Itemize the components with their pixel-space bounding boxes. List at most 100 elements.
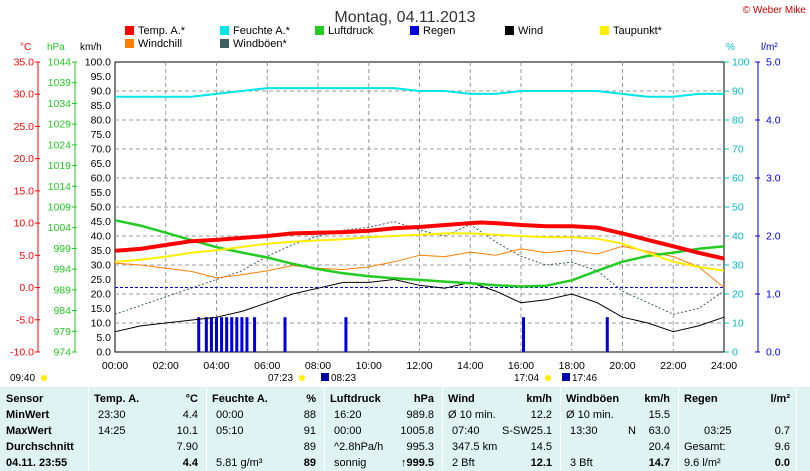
temp-tick-label: 10.0 xyxy=(14,218,35,230)
feuchte-max: 91 xyxy=(303,425,316,437)
rain-bar xyxy=(344,317,348,352)
rain-bar xyxy=(209,317,213,352)
wind-min: 12.2 xyxy=(530,409,552,421)
temp-tick-label: -5.0 xyxy=(16,314,34,326)
rain-unit-label: l/m² xyxy=(761,42,778,53)
series-windb-en xyxy=(114,221,725,315)
wind-tick-label: 5.0 xyxy=(96,332,111,344)
temp-tick-label: 0.0 xyxy=(19,282,34,294)
regen-max-time: 03:25 xyxy=(704,425,732,437)
wind-tick-label: 100.0 xyxy=(85,57,111,69)
wind-distance: 347.5 km xyxy=(452,441,498,453)
windboen-max-dir: N xyxy=(628,425,636,437)
wind-tick-label: 35.0 xyxy=(91,245,112,257)
luftdruck-avg: 995.3 xyxy=(406,441,434,453)
pressure-tick-label: 1034 xyxy=(48,98,72,110)
regen-unit: l/m² xyxy=(770,393,790,405)
feuchte-extra: 5.81 g/m³ xyxy=(216,457,263,469)
series-windchill xyxy=(114,245,725,288)
pressure-tick-label: 1039 xyxy=(48,77,72,89)
rain-bar xyxy=(197,317,201,352)
luftdruck-max: 1005.8 xyxy=(400,425,434,437)
humidity-tick-label: 20 xyxy=(732,289,744,301)
rain-tick-label: 5.0 xyxy=(766,57,781,69)
series-luftdruck xyxy=(114,219,725,288)
pressure-tick-label: 989 xyxy=(53,284,71,296)
feuchte-min: 88 xyxy=(303,409,316,421)
x-tick-label: 02:00 xyxy=(153,360,179,372)
luftdruck-current: ↑999.5 xyxy=(400,457,434,469)
x-tick-label: 00:00 xyxy=(102,360,128,372)
legend-label: Temp. A.* xyxy=(138,25,186,37)
wind-tick-label: 10.0 xyxy=(91,318,112,330)
left-time-label: 09:40 xyxy=(10,373,35,384)
temp-tick-label: 35.0 xyxy=(14,57,35,69)
hpa-unit-label: hPa xyxy=(47,42,65,53)
rain-bar xyxy=(215,317,218,352)
pressure-tick-label: 1029 xyxy=(48,119,72,131)
rain-bar xyxy=(230,317,234,352)
temp-tick-label: 5.0 xyxy=(19,250,34,262)
windboen-max: 63.0 xyxy=(648,425,670,437)
moonrise-icon xyxy=(321,373,329,381)
rain-bar xyxy=(240,317,244,352)
rain-bar xyxy=(225,317,229,352)
windboen-min: 15.5 xyxy=(648,409,670,421)
pct-unit-label: % xyxy=(726,42,735,53)
axis-units: °C hPa km/h % l/m² xyxy=(20,42,778,53)
temp-min: 4.4 xyxy=(182,409,198,421)
rain-tick-label: 4.0 xyxy=(766,115,781,127)
regen-sum: 9.6 l/m² xyxy=(684,457,721,469)
temp-min-time: 23:30 xyxy=(98,409,126,421)
humidity-tick-label: 0 xyxy=(732,347,738,359)
windboen-header: Windböen xyxy=(566,393,620,405)
wind-tick-label: 40.0 xyxy=(91,231,112,243)
windboen-unit: km/h xyxy=(644,393,670,405)
pressure-tick-label: 974 xyxy=(53,347,71,359)
legend-swatch xyxy=(600,26,609,35)
wind-current: 12.1 xyxy=(530,457,552,469)
pressure-tick-label: 1019 xyxy=(48,160,72,172)
regen-total: 9.6 xyxy=(774,441,790,453)
temp-unit-label: °C xyxy=(20,42,31,53)
legend-swatch xyxy=(220,26,229,35)
feuchte-avg: 89 xyxy=(303,441,316,453)
wind-tick-label: 85.0 xyxy=(91,100,112,112)
wind-tick-label: 70.0 xyxy=(91,144,112,156)
humidity-tick-label: 80 xyxy=(732,115,744,127)
luftdruck-min-time: 16:20 xyxy=(334,409,362,421)
temp-unit: °C xyxy=(185,393,198,405)
row-max-label: MaxWert xyxy=(6,425,52,437)
wind-tick-label: 15.0 xyxy=(91,303,112,315)
x-tick-label: 08:00 xyxy=(305,360,331,372)
wind-avg: 14.5 xyxy=(530,441,552,453)
temp-tick-label: 25.0 xyxy=(14,121,35,133)
feuchte-header: Feuchte A. xyxy=(212,393,268,405)
sun-icon xyxy=(41,375,47,381)
current-time: 04.11. 23:55 xyxy=(6,457,68,469)
wind-unit: km/h xyxy=(526,393,552,405)
legend-label: Luftdruck xyxy=(328,25,374,37)
humidity-tick-label: 10 xyxy=(732,318,744,330)
wind-max: 25.1 xyxy=(530,425,552,437)
rain-tick-label: 1.0 xyxy=(766,289,781,301)
temp-max: 10.1 xyxy=(176,425,198,437)
wind-min-label: Ø 10 min. xyxy=(448,409,496,421)
sunrise-label: 07:23 xyxy=(268,373,293,384)
wind-tick-label: 25.0 xyxy=(91,274,112,286)
events: 09:40 07:23 08:23 17:04 17:46 xyxy=(10,373,597,384)
feuchte-min-time: 00:00 xyxy=(216,409,244,421)
wind-tick-label: 20.0 xyxy=(91,289,112,301)
humidity-tick-label: 60 xyxy=(732,173,744,185)
rain-tick-label: 2.0 xyxy=(766,231,781,243)
rain-bar xyxy=(283,317,287,352)
windboen-max-time: 13:30 xyxy=(570,425,598,437)
wind-tick-label: 65.0 xyxy=(91,158,112,170)
regen-max: 0.7 xyxy=(774,425,790,437)
wind-bft: 2 Bft xyxy=(452,457,475,469)
humidity-tick-label: 30 xyxy=(732,260,744,272)
temp-tick-label: 30.0 xyxy=(14,89,35,101)
rain-bar xyxy=(220,317,224,352)
rain-bar xyxy=(253,317,257,352)
series-wind xyxy=(114,279,725,333)
